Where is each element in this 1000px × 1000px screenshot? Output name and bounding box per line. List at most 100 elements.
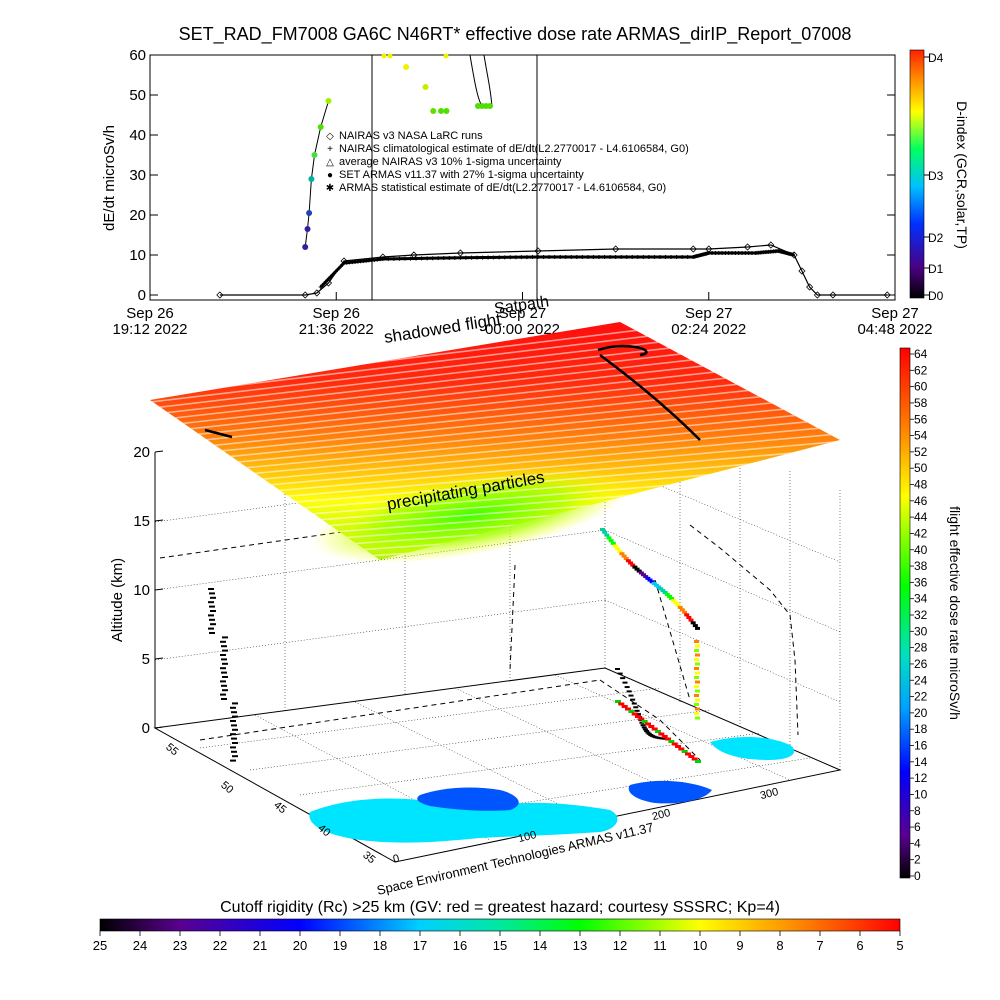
rigidity-tick-label: 14 [533,938,547,953]
flight-point-black [208,588,214,590]
flight-point-black [624,686,630,689]
flight-point-colored [673,601,679,605]
legend-entry: SET ARMAS v11.37 with 27% 1-sigma uncert… [339,169,584,181]
flight-point-colored [617,549,623,553]
armas-statistical-marker [680,255,685,259]
dose-tick-label: 0 [914,869,921,883]
armas-statistical-marker [624,255,629,259]
armas-statistical-marker [685,255,690,259]
rigidity-tick-label: 6 [856,938,863,953]
surface-stripe [150,392,840,468]
armas-statistical-marker [530,255,535,260]
armas-statistical-marker [574,255,579,259]
flight-point-black [645,731,651,734]
flight-point-colored [688,755,695,758]
rigidity-tick-label: 25 [93,938,107,953]
rigidity-tick-label: 22 [213,938,227,953]
armas-statistical-marker [536,255,541,259]
flight-point-colored [694,649,699,652]
dose-tick-label: 28 [914,641,928,655]
flight-point-colored [695,698,700,702]
nairas-diamond-marker [216,291,224,299]
flight-point-colored [641,720,648,723]
legend-entry: average NAIRAS v3 10% 1-sigma uncertaint… [339,156,562,168]
armas-statistical-marker [669,255,674,259]
armas-statistical-marker [652,255,657,259]
dose-surface [130,322,870,621]
armas-statistical-marker [419,256,424,261]
flight-point-black [622,681,628,684]
land-mass-west [309,794,618,843]
dose-tick-label: 26 [914,657,928,671]
dindex-tick-label: D2 [928,231,944,245]
armas-statistical-marker [635,255,640,259]
legend-entry: NAIRAS v3 NASA LaRC runs [339,130,483,142]
top-y-tick-label: 50 [129,87,146,104]
dose-tick-label: 22 [914,690,928,704]
top-x-tick-label-time: 19:12 2022 [112,321,187,338]
z-tick-label: 10 [133,582,150,599]
rigidity-bar-group: Cutoff rigidity (Rc) >25 km (GV: red = g… [93,899,904,953]
armas-statistical-marker [524,255,529,260]
nairas-diamond-marker [743,243,752,251]
flight-point-black [640,724,646,727]
flight-point-colored [682,610,688,614]
flight-point-colored [694,703,699,706]
dindex-label: D-index (GCR,solar,TP) [954,101,970,249]
flight-point-colored [695,644,700,648]
flight-point-colored [694,676,699,679]
flight-point-black [220,640,226,643]
dose-tick-label: 32 [914,608,928,622]
land-mass-east-blue [628,780,712,804]
flight-point-colored [695,689,700,693]
armas-measured-point [438,108,445,114]
dindex-tick-label: D0 [928,289,944,303]
top-y-tick-label: 10 [129,247,146,264]
surface-stripe [130,583,870,621]
flight-point-colored [651,727,658,731]
lat-tick-label: 35 [360,849,377,866]
z-tick-label: 15 [133,513,150,530]
lon-axis-ticks: 0 100 200 300 [392,786,780,866]
flight-point-colored [645,576,651,580]
armas-statistical-marker [674,255,679,259]
dose-colorbar-group: 6462605856545250484644424038363432302826… [899,347,963,883]
flight-point-colored [694,667,699,670]
armas-statistical-marker [391,256,396,261]
nairas-diamond-marker [798,267,806,275]
nairas-diamond-marker [705,245,713,253]
z-tick [154,726,164,729]
nairas-diamond-marker [313,289,321,297]
flight-point-colored [649,580,655,584]
legend-symbol: ● [327,170,333,181]
legend-entry: NAIRAS climatological estimate of dE/dt(… [339,143,689,155]
flight-point-colored [604,533,610,537]
flight-point-colored [686,615,692,619]
armas-measured-point [302,244,309,250]
armas-statistical-marker [791,252,796,257]
armas-measured-point [443,108,450,114]
flight-point-black [232,742,238,744]
armas-statistical-marker [397,256,402,261]
top-y-axis: 0 10 20 30 40 50 60 [129,47,895,304]
flight-point-black [231,724,237,727]
z-tick-label: 20 [133,444,150,461]
legend-entry: ARMAS statistical estimate of dE/dt(L2.2… [339,182,666,194]
dose-rate-timeseries: SET_RAD_FM7008 GA6C N46RT* effective dos… [101,24,970,338]
flight-point-colored [623,556,629,560]
flight-point-colored [615,547,621,551]
flight-point-black [221,658,227,661]
flight-point-colored [612,544,618,548]
flight-point-black [630,698,636,701]
flight-point-black [230,706,236,709]
flight-point-colored [638,717,645,721]
nairas-diamond-marker [883,291,891,299]
lon-tick-label: 200 [651,807,672,823]
flight-point-colored [675,745,681,748]
armas-measured-line [304,100,329,248]
flight-point-colored [653,583,659,587]
dose-tick-label: 10 [914,787,928,801]
land-mass-north [417,787,519,811]
flight-point-colored [695,662,700,666]
